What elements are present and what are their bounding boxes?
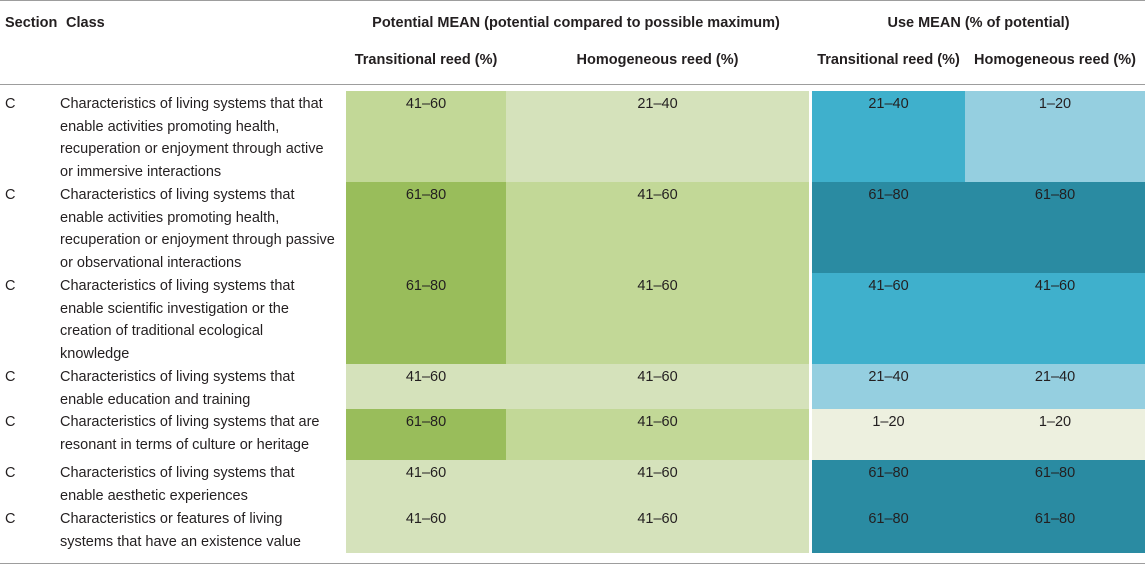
cell-potential-transitional: 61–80 (346, 409, 506, 460)
row-class-line: Characteristics of living systems that t… (60, 96, 323, 112)
row-class-line: enable activities promoting health, (60, 209, 280, 226)
cell-potential-homogeneous: 41–60 (506, 506, 809, 553)
cell-use-transitional: 21–40 (812, 91, 965, 182)
cell-potential-homogeneous: 41–60 (506, 364, 809, 409)
cell-use-homogeneous: 1–20 (965, 409, 1145, 460)
cell-potential-transitional: 61–80 (346, 273, 506, 364)
cell-potential-transitional: 41–60 (346, 460, 506, 506)
header-potential-homogeneous: Homogeneous reed (%) (576, 52, 739, 68)
header-use-mean: Use MEAN (% of potential) (887, 15, 1070, 31)
row-section: C (5, 414, 16, 430)
row-class-line: systems that have an existence value (60, 533, 301, 550)
row-class-line: or observational interactions (60, 254, 242, 271)
row-class-line: Characteristics of living systems that (60, 278, 295, 294)
cell-potential-homogeneous: 41–60 (506, 273, 809, 364)
row-class-line: creation of traditional ecological (60, 323, 264, 339)
header-use-homogeneous: Homogeneous reed (%) (974, 52, 1136, 68)
row-class-line: Characteristics or features of living (60, 511, 283, 527)
row-section: C (5, 369, 16, 385)
header-section: Section (5, 15, 58, 31)
row-class-line: Characteristics of living systems that a… (60, 414, 320, 430)
cell-use-transitional: 1–20 (812, 409, 965, 460)
row-section: C (5, 511, 16, 527)
table-bottom-rule (0, 563, 1145, 564)
row-class-line: enable education and training (60, 391, 251, 408)
cell-potential-transitional: 41–60 (346, 91, 506, 182)
cell-potential-transitional: 61–80 (346, 182, 506, 273)
row-class-line: Characteristics of living systems that (60, 187, 295, 203)
cell-potential-transitional: 41–60 (346, 506, 506, 553)
cell-potential-homogeneous: 21–40 (506, 91, 809, 182)
cell-use-homogeneous: 41–60 (965, 273, 1145, 364)
cell-potential-homogeneous: 41–60 (506, 182, 809, 273)
cell-use-homogeneous: 21–40 (965, 364, 1145, 409)
cell-use-homogeneous: 61–80 (965, 506, 1145, 553)
header-class: Class (66, 15, 105, 31)
header-potential-mean: Potential MEAN (potential compared to po… (372, 15, 780, 31)
cell-potential-homogeneous: 41–60 (506, 409, 809, 460)
row-class-line: enable scientific investigation or the (60, 300, 289, 317)
row-section: C (5, 278, 16, 294)
table-top-rule (0, 0, 1145, 1)
row-class-line: Characteristics of living systems that (60, 465, 295, 481)
header-potential-transitional: Transitional reed (%) (354, 52, 498, 68)
cell-use-transitional: 61–80 (812, 460, 965, 506)
cell-potential-transitional: 41–60 (346, 364, 506, 409)
row-class-line: recuperation or enjoyment through passiv… (60, 232, 335, 248)
row-class-line: recuperation or enjoyment through active (60, 141, 324, 157)
cell-use-transitional: 61–80 (812, 506, 965, 553)
row-section: C (5, 96, 16, 112)
cell-use-homogeneous: 1–20 (965, 91, 1145, 182)
cell-use-transitional: 41–60 (812, 273, 965, 364)
cell-use-homogeneous: 61–80 (965, 460, 1145, 506)
cell-use-transitional: 21–40 (812, 364, 965, 409)
row-class-line: Characteristics of living systems that (60, 369, 295, 385)
cell-potential-homogeneous: 41–60 (506, 460, 809, 506)
cell-use-homogeneous: 61–80 (965, 182, 1145, 273)
row-class-line: enable activities promoting health, (60, 118, 280, 135)
header-use-transitional: Transitional reed (%) (817, 52, 960, 68)
header-rule (0, 84, 1145, 85)
row-class-line: enable aesthetic experiences (60, 487, 248, 504)
row-class-line: resonant in terms of culture or heritage (60, 436, 310, 453)
row-class-line: knowledge (60, 345, 130, 362)
row-class-line: or immersive interactions (60, 163, 222, 180)
cell-use-transitional: 61–80 (812, 182, 965, 273)
row-section: C (5, 187, 16, 203)
row-section: C (5, 465, 16, 481)
